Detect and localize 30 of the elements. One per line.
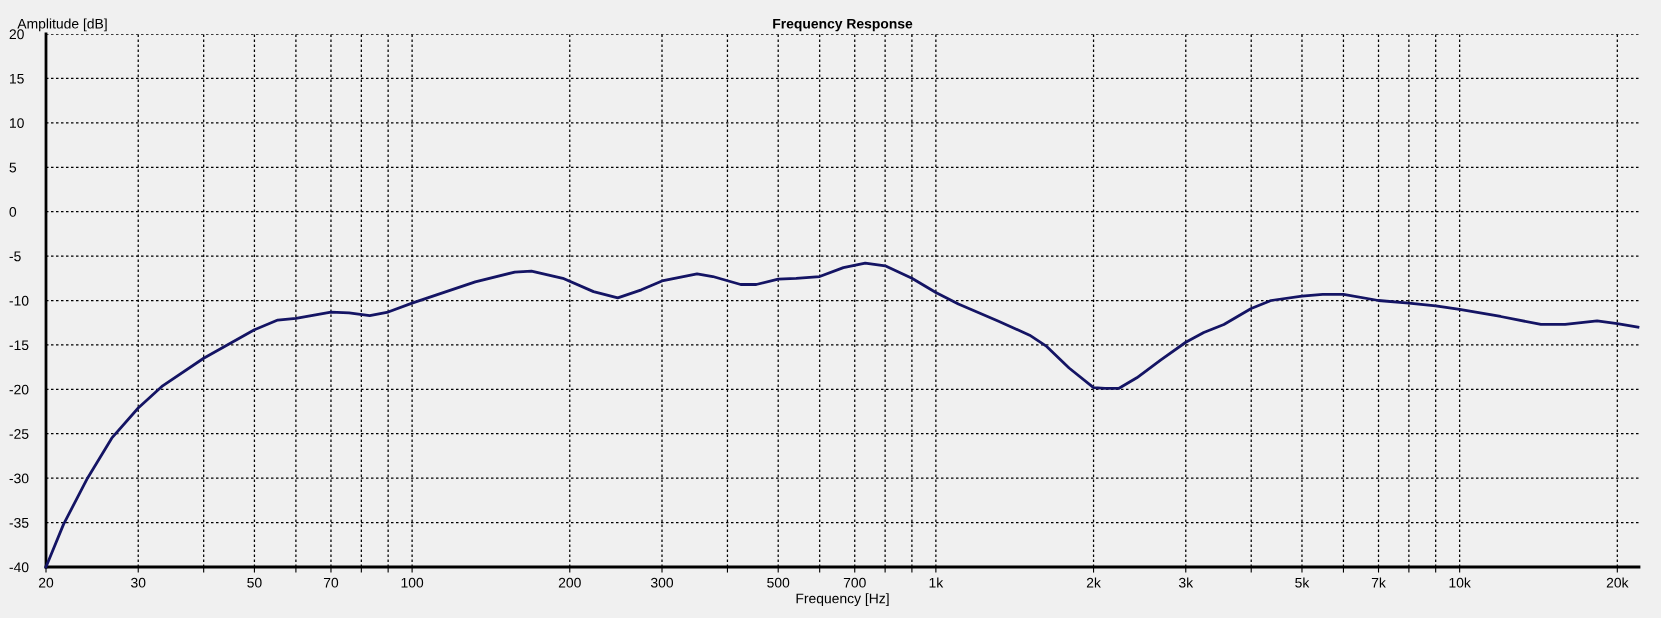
y-tick-label: -20: [9, 384, 29, 395]
x-tick-label: 70: [323, 577, 339, 588]
x-tick-label: 200: [558, 577, 581, 588]
x-tick-label: 5k: [1295, 577, 1310, 588]
x-tick-label: 20k: [1606, 577, 1629, 588]
x-tick-label: 2k: [1086, 577, 1101, 588]
y-tick-label: -10: [9, 295, 29, 306]
y-tick-label: -30: [9, 473, 29, 484]
y-tick-label: -35: [9, 517, 29, 528]
x-tick-label: 500: [767, 577, 790, 588]
x-tick-label: 1k: [929, 577, 944, 588]
y-tick-label: 15: [10, 73, 24, 84]
x-tick-label: 3k: [1178, 577, 1194, 588]
x-tick-label: 20: [38, 577, 54, 588]
x-tick-label: 30: [131, 577, 146, 588]
y-tick-label: 0: [9, 207, 17, 217]
y-tick-label: 10: [10, 118, 24, 128]
chart-title: Frequency Response: [773, 18, 913, 32]
y-tick-label: 5: [9, 162, 17, 173]
y-tick-label: -25: [9, 429, 29, 439]
x-tick-label: 700: [843, 577, 866, 588]
x-tick-label: 50: [247, 577, 262, 588]
x-axis-title: Frequency [Hz]: [796, 593, 889, 607]
x-tick-label: 10k: [1449, 577, 1471, 588]
x-tick-label: 7k: [1371, 577, 1386, 588]
y-tick-label: -40: [9, 562, 29, 573]
y-tick-label: -5: [9, 251, 21, 262]
x-tick-label: 300: [650, 577, 674, 588]
y-tick-label: -15: [9, 340, 29, 351]
x-tick-label: 100: [401, 577, 424, 588]
